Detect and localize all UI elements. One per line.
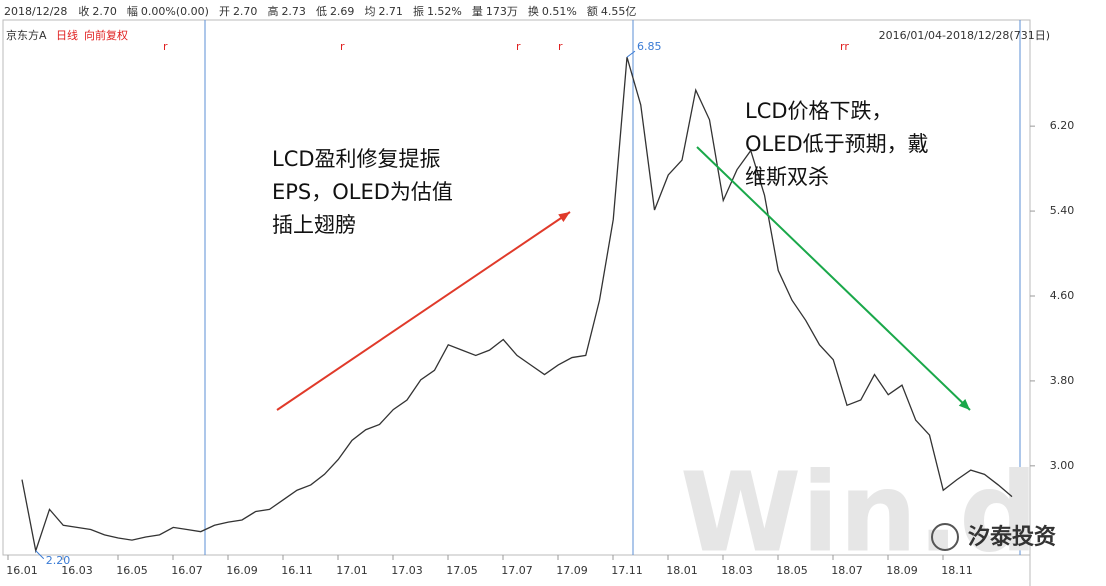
info-value: 2.73 [281, 5, 306, 18]
x-tick-label: 16.11 [281, 564, 313, 577]
info-value: 2.69 [330, 5, 355, 18]
x-tick-label: 16.09 [226, 564, 258, 577]
logo-icon [931, 523, 959, 551]
price-line [21, 56, 1013, 554]
annotation-text: OLED低于预期，戴 [745, 132, 929, 156]
info-label: 收 [78, 4, 89, 18]
annotation-text: EPS，OLED为估值 [272, 180, 453, 204]
info-label: 开 [219, 5, 230, 18]
svg-text:r: r [163, 40, 168, 53]
date-range: 2016/01/04-2018/12/28(731日) [879, 29, 1050, 42]
annotation-text: 插上翅膀 [272, 213, 356, 237]
x-tick-label: 18.07 [831, 564, 863, 577]
x-tick-label: 18.05 [776, 564, 808, 577]
arrow-head [558, 212, 570, 223]
info-value: 2.71 [378, 5, 403, 18]
annotation-arrow [696, 146, 971, 411]
info-label: 幅 [127, 5, 138, 18]
watermark: Win.d [680, 448, 1038, 576]
x-tick-label: 16.03 [61, 564, 93, 577]
svg-text:r: r [558, 40, 563, 53]
arrow-head [958, 398, 970, 410]
y-tick-label: 3.00 [1050, 459, 1075, 472]
y-tick-label: 4.60 [1050, 289, 1075, 302]
x-tick-label: 17.03 [391, 564, 423, 577]
x-tick-label: 17.07 [501, 564, 533, 577]
logo-text: 汐泰投资 [968, 524, 1056, 550]
x-tick-label: 17.05 [446, 564, 478, 577]
info-label: 高 [267, 4, 278, 18]
svg-text:rr: rr [840, 40, 849, 53]
x-tick-label: 18.11 [941, 564, 973, 577]
stock-name: 京东方A [6, 28, 47, 42]
x-tick-label: 18.03 [721, 564, 753, 577]
logo: 汐泰投资 [931, 523, 1056, 551]
y-tick-label: 3.80 [1050, 374, 1075, 387]
value-label: 2.20 [46, 554, 71, 567]
info-value: 2.70 [233, 5, 258, 18]
annotation-text: LCD盈利修复提振 [272, 147, 441, 171]
info-value: 4.55亿 [601, 5, 637, 18]
svg-text:r: r [516, 40, 521, 53]
event-markers: r r r r rr [163, 40, 849, 53]
info-label: 振 [413, 4, 424, 18]
x-tick-label: 16.01 [6, 564, 38, 577]
info-value: 0.51% [542, 5, 577, 18]
info-label: 低 [316, 5, 327, 18]
x-tick-label: 18.01 [666, 564, 698, 577]
period: 日线 [56, 28, 78, 42]
info-value: 1.52% [427, 5, 462, 18]
x-tick-label: 16.05 [116, 564, 148, 577]
extreme-pointer [626, 50, 636, 58]
info-value: 173万 [486, 5, 518, 18]
annotation-text: 维斯双杀 [745, 165, 829, 189]
x-tick-label: 17.11 [611, 564, 643, 577]
info-label: 额 [587, 5, 598, 18]
info-label: 均 [364, 5, 375, 18]
value-label: 6.85 [637, 40, 662, 53]
svg-text:r: r [340, 40, 345, 53]
x-tick-label: 16.07 [171, 564, 203, 577]
adjust: 向前复权 [84, 28, 128, 42]
extreme-pointer [35, 550, 45, 560]
info-value: 2.70 [92, 5, 117, 18]
x-tick-label: 17.09 [556, 564, 588, 577]
y-tick-label: 6.20 [1050, 119, 1075, 132]
annotation-arrow [276, 211, 571, 411]
info-value: 0.00%(0.00) [141, 5, 209, 18]
info-label: 2018/12/28 [4, 5, 67, 18]
y-tick-label: 5.40 [1050, 204, 1075, 217]
info-label: 换 [528, 4, 539, 18]
x-tick-label: 17.01 [336, 564, 368, 577]
x-tick-label: 18.09 [886, 564, 918, 577]
annotation-text: LCD价格下跌， [745, 99, 893, 123]
info-label: 量 [472, 5, 483, 18]
